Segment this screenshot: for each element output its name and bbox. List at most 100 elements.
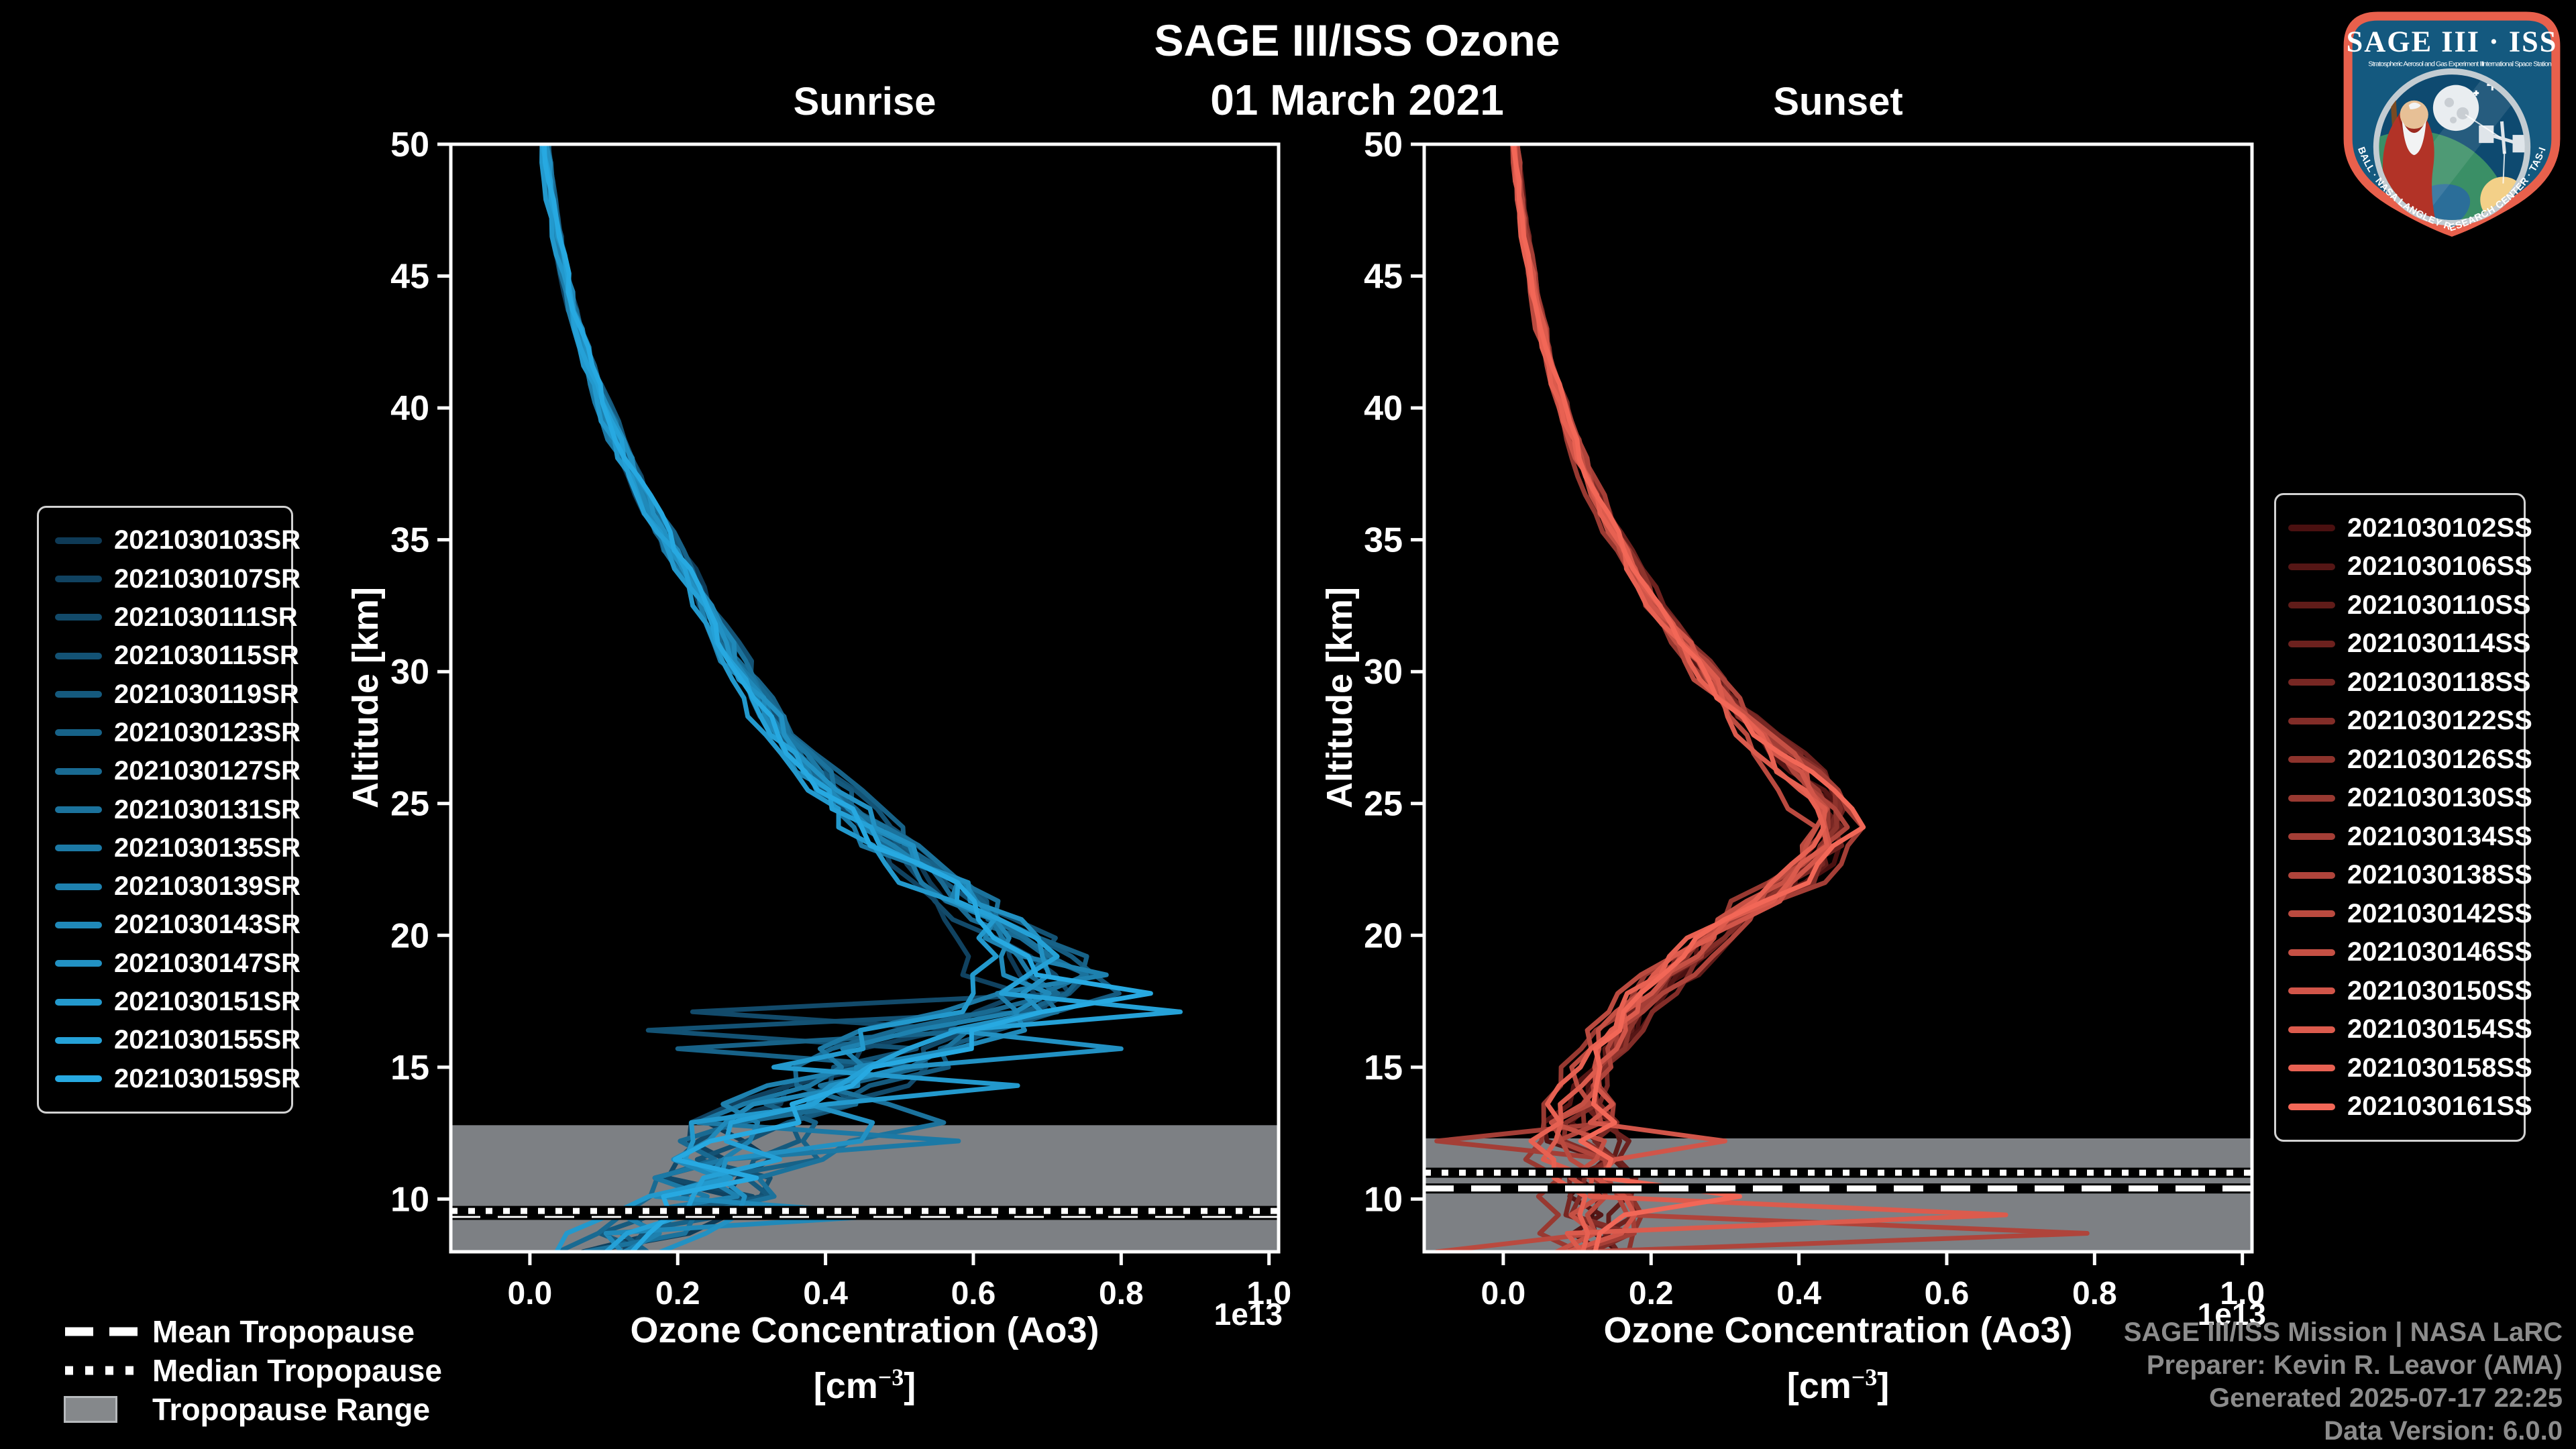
legend-item-label: Tropopause Range (152, 1392, 431, 1427)
attribution-line: SAGE III/ISS Mission | NASA LaRC (2123, 1318, 2563, 1347)
legend-line-swatch (55, 614, 102, 621)
y-tick-label: 40 (1364, 389, 1403, 428)
legend-item-label: 2021030154SS (2347, 1014, 2532, 1044)
legend-item-label: 2021030146SS (2347, 937, 2532, 967)
attribution-line: Preparer: Kevin R. Leavor (AMA) (2146, 1350, 2563, 1380)
legend-line-swatch (2288, 1065, 2335, 1072)
units-exponent: −3 (877, 1364, 904, 1391)
axes-spines (449, 142, 1281, 1254)
profile-line (1511, 144, 1866, 1252)
legend-item: 2021030110SS (2288, 590, 2531, 621)
profile-line (539, 144, 1183, 1252)
x-tick-label: 0.8 (1099, 1276, 1144, 1311)
legend-item-mean-tropopause: Mean Tropopause (64, 1312, 442, 1351)
legend-line-swatch (55, 691, 102, 698)
legend-item: 2021030161SS (2288, 1091, 2532, 1122)
legend-line-swatch (2288, 833, 2335, 841)
legend-line-swatch (55, 998, 102, 1006)
legend-item: 2021030142SS (2288, 899, 2532, 929)
y-tick-label: 10 (390, 1180, 429, 1219)
x-tick-label: 0.4 (1776, 1276, 1821, 1311)
y-tick-label: 15 (390, 1049, 429, 1087)
y-tick-label: 35 (1364, 521, 1403, 560)
attribution-line: Generated 2025-07-17 22:25 (2209, 1383, 2563, 1413)
legend-line-swatch (2288, 679, 2335, 686)
legend-sunset: 2021030102SS 2021030106SS 2021030110SS 2021… (2274, 493, 2532, 1142)
legend-item: 2021030139SR (55, 871, 301, 902)
legend-line-swatch (2288, 949, 2335, 956)
y-tick-label: 10 (1364, 1180, 1403, 1219)
legend-line-swatch (2288, 640, 2335, 647)
y-tick-label: 15 (1364, 1049, 1403, 1087)
page-title: SAGE III/ISS Ozone (1154, 15, 1560, 65)
legend-line-swatch (2288, 1026, 2335, 1033)
profile-line (539, 144, 1020, 1252)
x-axis-label-sunrise: Ozone Concentration (Ao3) [cm−3] (631, 1307, 1099, 1409)
y-tick-label: 30 (390, 653, 429, 692)
axis-offset-sunset: 1e13 (2197, 1297, 2266, 1332)
profile-line (1511, 144, 1827, 1252)
legend-item-label: 2021030111SR (114, 602, 298, 632)
legend-item: 2021030111SR (55, 602, 298, 633)
legend-item: 2021030127SR (55, 756, 301, 786)
x-tick-label: 1.0 (1246, 1276, 1291, 1311)
legend-line-swatch (55, 652, 102, 659)
tropopause-legend: Mean Tropopause Median Tropopause Tropop… (64, 1312, 442, 1429)
legend-item: 2021030131SR (55, 795, 301, 825)
legend-item-label: 2021030159SR (114, 1063, 301, 1093)
y-tick-label: 20 (390, 916, 429, 955)
units-prefix: [cm (1786, 1366, 1851, 1406)
logo-title: SAGE III · ISS (2347, 25, 2558, 58)
legend-item-label: 2021030119SR (114, 679, 299, 709)
legend-item: 2021030122SS (2288, 706, 2532, 736)
legend-line-swatch (2288, 717, 2335, 724)
legend-item-label: Mean Tropopause (152, 1314, 415, 1349)
tropopause-range-swatch-icon (64, 1396, 139, 1423)
profile-line (1513, 144, 1847, 1252)
tropopause-range-band (1424, 1138, 2252, 1252)
x-axis-label-text: Ozone Concentration (Ao3) (1603, 1310, 2073, 1350)
legend-item: 2021030146SS (2288, 937, 2532, 967)
legend-item-label: 2021030130SS (2347, 783, 2532, 813)
legend-item-label: 2021030150SS (2347, 975, 2532, 1006)
legend-line-swatch (55, 960, 102, 967)
legend-item: 2021030134SS (2288, 822, 2532, 852)
legend-item: 2021030130SS (2288, 783, 2532, 813)
legend-item: 2021030123SR (55, 718, 301, 748)
x-tick-label: 0.4 (803, 1276, 848, 1311)
legend-item-label: 2021030114SS (2347, 629, 2531, 659)
legend-item-label: 2021030155SR (114, 1025, 301, 1055)
legend-line-swatch (2288, 525, 2335, 532)
sunset-plot: 0.0 0.2 0.4 0.6 0.8 1.0 10 15 20 25 30 35 40 45 50 (1364, 125, 2265, 1311)
legend-item-label: 2021030118SS (2347, 667, 2531, 697)
x-tick-label: 0.6 (951, 1276, 996, 1311)
x-tick-label: 0.2 (1629, 1276, 1674, 1311)
legend-item-label: 2021030123SR (114, 717, 301, 747)
legend-item-label: 2021030142SS (2347, 898, 2532, 928)
y-tick-label: 50 (1364, 125, 1403, 164)
legend-item: 2021030135SR (55, 833, 301, 863)
legend-line-swatch (55, 883, 102, 890)
legend-item-label: 2021030127SR (114, 756, 301, 786)
y-tick-label: 40 (390, 389, 429, 428)
profile-line (540, 144, 1061, 1252)
x-tick-label: 1.0 (2220, 1276, 2265, 1311)
axes-spines (1422, 142, 2254, 1254)
legend-item: 2021030107SR (55, 564, 301, 594)
legend-item-label: 2021030138SS (2347, 860, 2532, 890)
legend-item: 2021030138SS (2288, 860, 2532, 890)
legend-line-swatch (55, 806, 102, 813)
legend-line-swatch (55, 729, 102, 737)
y-axis-label-sunrise: Altitude [km] (345, 587, 386, 808)
y-tick-label: 25 (390, 785, 429, 824)
y-tick-label: 20 (1364, 916, 1403, 955)
legend-item: 2021030159SR (55, 1064, 301, 1094)
attribution-block: SAGE III/ISS Mission | NASA LaRC Prepare… (2124, 1316, 2563, 1448)
legend-item-label: 2021030115SR (114, 641, 299, 671)
legend-line-swatch (55, 1075, 102, 1083)
legend-item-label: 2021030151SR (114, 987, 301, 1017)
x-tick-label: 0.6 (1925, 1276, 1970, 1311)
legend-line-swatch (2288, 602, 2335, 609)
x-tick-label: 0.0 (1481, 1276, 1526, 1311)
logo-subtitle-left: Stratospheric Aerosol and Gas Experiment… (2368, 60, 2484, 68)
